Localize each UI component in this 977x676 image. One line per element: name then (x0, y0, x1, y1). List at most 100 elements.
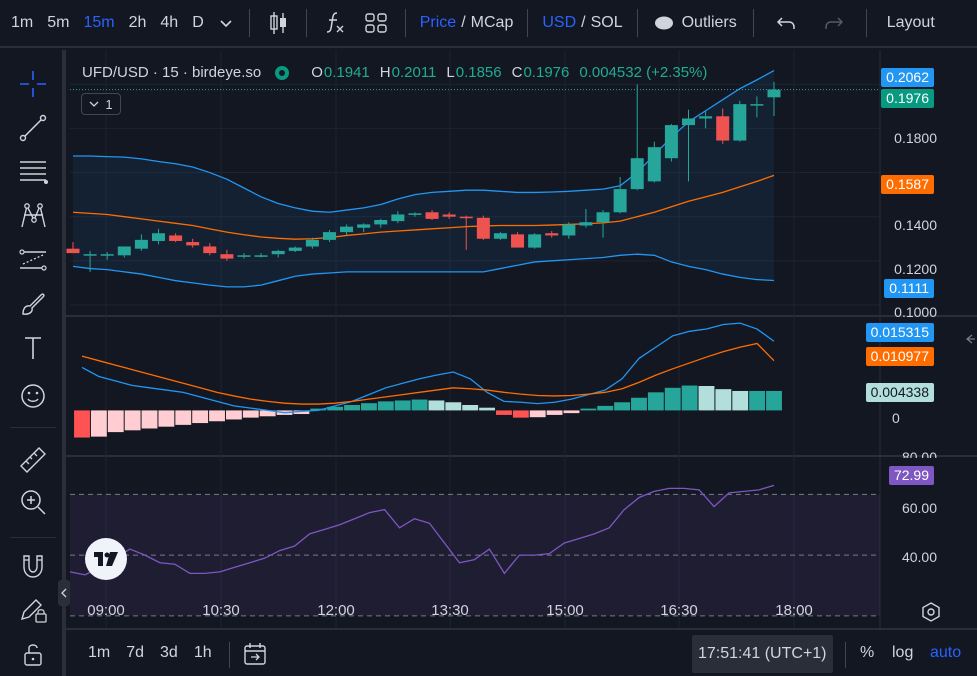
rsi-tick: 40.00 (901, 549, 937, 565)
interval-dropdown[interactable] (211, 0, 241, 47)
interval-5m[interactable]: 5m (47, 14, 70, 31)
timezone-clock[interactable]: 17:51:41 (UTC+1) (692, 635, 833, 673)
range-3d[interactable]: 3d (160, 644, 178, 661)
macd-histogram-bar (259, 410, 276, 417)
time-tick: 15:00 (546, 602, 584, 619)
signal-tag: 0.010977 (865, 347, 934, 366)
candle-body (100, 254, 114, 256)
toolbar-divider (752, 9, 754, 37)
toolbar-divider (527, 9, 529, 37)
zoom-tool[interactable] (13, 482, 53, 522)
collapse-toolbar-button[interactable] (58, 580, 70, 606)
candle-body (203, 246, 217, 254)
lock-tool[interactable] (13, 634, 53, 674)
macd-histogram-bar (715, 389, 732, 411)
go-to-date-button[interactable] (242, 641, 268, 672)
macd-histogram-bar (445, 402, 462, 411)
magnet-tool[interactable] (13, 546, 53, 586)
candle-body (579, 222, 593, 226)
undo-button[interactable] (762, 0, 810, 47)
toolbar-divider (305, 9, 307, 37)
log-scale-toggle[interactable]: log (892, 644, 914, 661)
indicators-button[interactable] (315, 0, 355, 47)
layouts-grid-button[interactable] (355, 0, 397, 47)
unlock-icon (24, 644, 42, 666)
low-value: 0.1856 (455, 64, 502, 81)
last-price-tag: 0.1976 (881, 89, 934, 108)
candle-type-button[interactable] (258, 0, 298, 47)
auto-scale-toggle[interactable]: auto (930, 644, 962, 661)
interval-D[interactable]: D (192, 14, 204, 31)
emoji-tool[interactable] (13, 376, 53, 416)
text-tool[interactable] (13, 328, 53, 368)
interval-2h[interactable]: 2h (128, 14, 147, 31)
mcap-toggle[interactable]: MCap (470, 14, 514, 31)
fib-tool[interactable] (13, 152, 53, 192)
redo-button[interactable] (810, 0, 858, 47)
measure-tool[interactable] (13, 440, 53, 480)
lower-band-tag: 0.1111 (884, 279, 934, 298)
usd-toggle[interactable]: USD (542, 14, 577, 31)
candle-body (716, 116, 730, 141)
symbol-title[interactable]: UFD/USD · 15 · birdeye.so (82, 64, 262, 81)
macd-histogram-bar (766, 390, 782, 411)
candle-body (647, 147, 661, 182)
indicators-count: 1 (105, 96, 113, 112)
candle-body (169, 235, 183, 241)
candle-body (613, 189, 627, 213)
outliers-toggle[interactable]: Outliers (646, 0, 745, 47)
crosshair-tool[interactable] (13, 64, 53, 104)
candle-body (83, 254, 97, 256)
rsi-tick: 80.00 (901, 449, 937, 458)
sol-toggle[interactable]: SOL (590, 14, 623, 31)
percent-scale-toggle[interactable]: % (860, 644, 875, 661)
time-tick: 16:30 (660, 602, 698, 619)
macd-histogram-bar (74, 410, 90, 438)
candle-body (493, 233, 507, 239)
candle-body (151, 233, 165, 241)
candle-body (254, 255, 268, 257)
layout-button[interactable]: Layout (886, 14, 935, 31)
brush-tool[interactable] (13, 284, 53, 324)
candle-body (528, 234, 542, 248)
time-tick: 13:30 (431, 602, 469, 619)
candle-body (66, 248, 80, 254)
toolbar-divider (10, 427, 56, 428)
pattern-tool[interactable] (13, 196, 53, 236)
currency-toggle: USD / SOL (536, 14, 628, 32)
open-value: 0.1941 (323, 64, 370, 81)
macd-histogram-bar (107, 410, 124, 433)
macd-histogram-bar (124, 410, 141, 431)
candle-body (767, 89, 781, 98)
time-tick: 12:00 (317, 602, 355, 619)
macd-histogram-bar (597, 405, 614, 411)
arrow-left-icon[interactable] (964, 332, 976, 346)
redo-icon (824, 17, 843, 29)
interval-15m[interactable]: 15m (83, 14, 115, 31)
lock-drawings-tool[interactable] (13, 590, 53, 630)
function-icon (326, 12, 344, 33)
range-1m[interactable]: 1m (88, 644, 111, 661)
macd-histogram-bar (512, 410, 529, 418)
forecast-tool[interactable] (13, 240, 53, 280)
rsi-line (69, 484, 775, 576)
settings-gear-icon[interactable] (920, 601, 942, 623)
trend-line-tool[interactable] (13, 108, 53, 148)
open-label: O (311, 64, 323, 81)
calendar-goto-icon (244, 643, 266, 665)
range-1h[interactable]: 1h (193, 644, 212, 661)
close-label: C (511, 64, 523, 81)
interval-4h[interactable]: 4h (160, 14, 179, 31)
low-label: L (446, 64, 455, 81)
tradingview-logo[interactable] (85, 538, 127, 580)
top-toolbar: 1m 5m 15m 2h 4h D Price / MCap USD / SOL (0, 0, 977, 48)
market-status-icon (275, 65, 290, 80)
candle-body (117, 246, 131, 256)
indicators-collapse-button[interactable]: 1 (81, 93, 121, 115)
candle-body (305, 239, 319, 247)
price-toggle[interactable]: Price (419, 14, 457, 31)
toolbar-divider (636, 9, 638, 37)
interval-1m[interactable]: 1m (11, 14, 34, 31)
range-7d[interactable]: 7d (126, 644, 145, 661)
